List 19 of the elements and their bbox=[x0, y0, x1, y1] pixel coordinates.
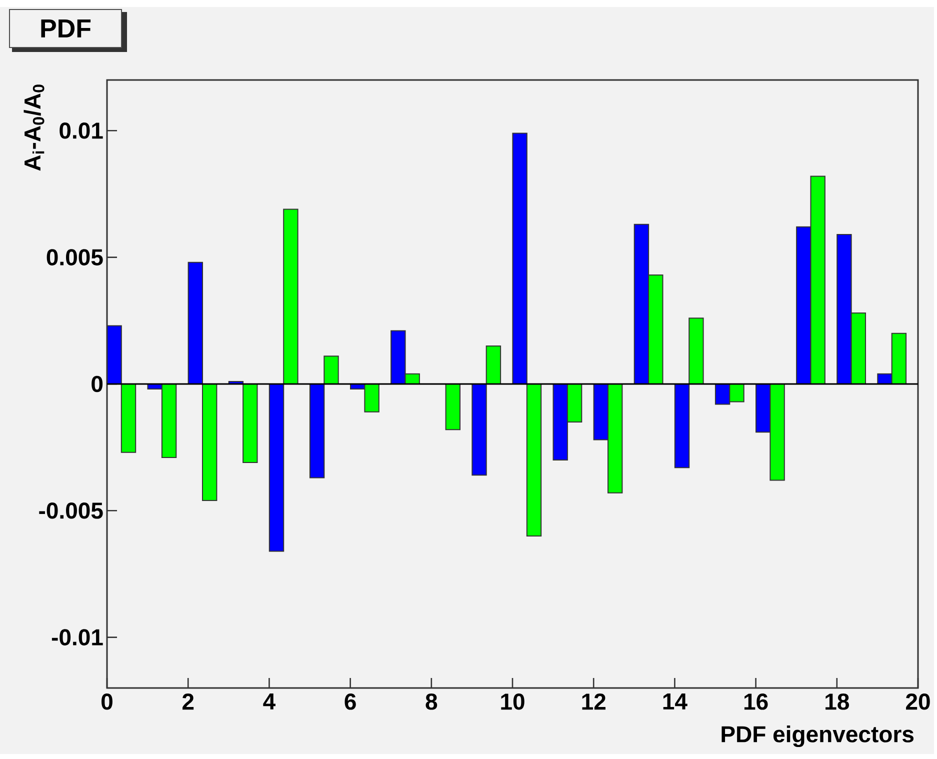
x-tick-label: 12 bbox=[582, 694, 606, 710]
y-tick-label: 0.01 bbox=[60, 122, 103, 139]
y-tick-label: -0.005 bbox=[39, 502, 103, 519]
y-axis-title: A$_{i}$-A$_{0}$/A$_{0}$ bbox=[24, 84, 44, 171]
x-tick-label: 16 bbox=[744, 694, 768, 710]
x-axis-title: PDF eigenvectors bbox=[722, 726, 914, 748]
x-tick-label: 18 bbox=[826, 694, 849, 710]
bar bbox=[445, 383, 460, 430]
x-tick-label: 14 bbox=[663, 694, 688, 710]
y-tick-label: 0.005 bbox=[46, 249, 103, 266]
chart-title: PDF bbox=[41, 20, 91, 38]
x-tick-label: 4 bbox=[263, 694, 276, 710]
y-tick-label: 0 bbox=[92, 376, 103, 392]
x-tick-label: 2 bbox=[182, 694, 194, 710]
x-tick-label: 20 bbox=[906, 694, 930, 710]
x-tick-label: 6 bbox=[344, 694, 356, 710]
y-tick-label: -0.01 bbox=[52, 629, 103, 646]
x-tick-label: 8 bbox=[426, 694, 438, 710]
x-tick-label: 10 bbox=[501, 694, 524, 710]
